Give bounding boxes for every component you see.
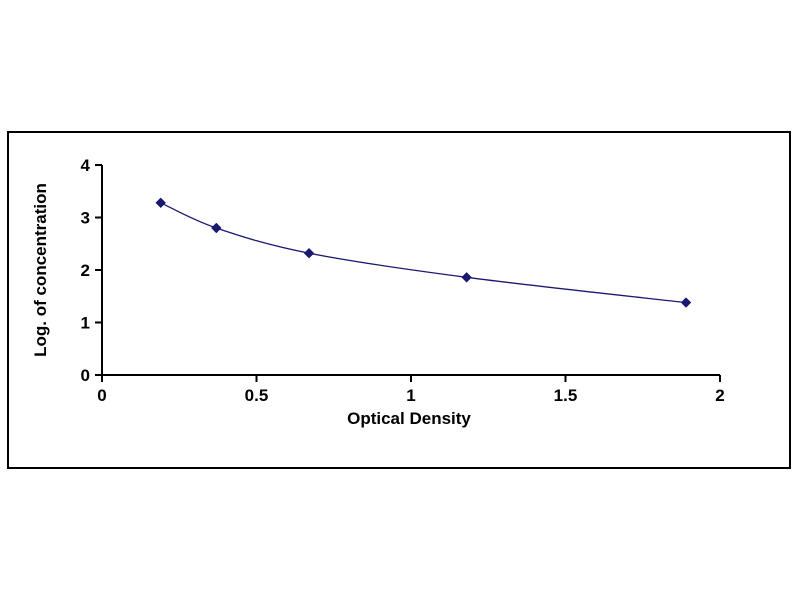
- y-tick-label: 2: [81, 261, 90, 280]
- x-tick-label: 0: [97, 386, 106, 405]
- chart-frame: 0 1 2 3 4 0 0.5 1 1.5 2 Optical Density Log. of c…: [7, 131, 791, 469]
- data-point-marker: [155, 197, 166, 209]
- data-point-marker: [303, 247, 315, 259]
- y-axis-title: Log. of concentration: [31, 183, 50, 357]
- y-tick-label: 0: [81, 366, 90, 385]
- x-tick-label: 1.5: [554, 386, 578, 405]
- y-tick-label: 4: [81, 156, 91, 175]
- y-tick-label: 3: [81, 209, 90, 228]
- standard-curve-chart: 0 1 2 3 4 0 0.5 1 1.5 2: [81, 156, 725, 405]
- y-tick-label: 1: [81, 314, 90, 333]
- series-curve: [160, 202, 687, 304]
- data-point-marker: [680, 297, 692, 308]
- x-tick-label: 1: [406, 386, 415, 405]
- x-axis-title: Optical Density: [347, 409, 471, 428]
- data-point-marker: [211, 222, 222, 234]
- x-tick-label: 2: [715, 386, 724, 405]
- x-tick-label: 0.5: [245, 386, 269, 405]
- data-point-marker: [461, 272, 472, 283]
